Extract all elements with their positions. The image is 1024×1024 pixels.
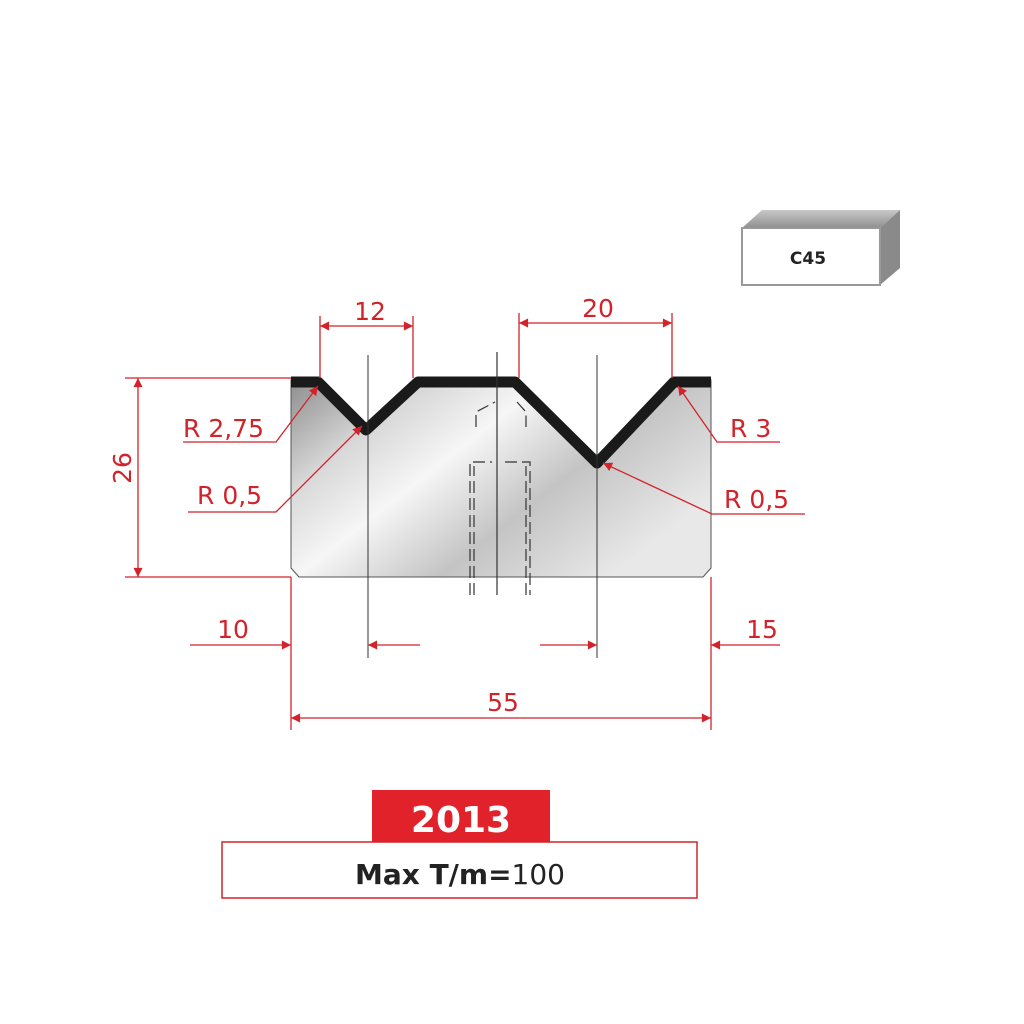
dim-12-label: 12 <box>354 297 386 326</box>
dim-10: 10 <box>190 577 420 730</box>
dim-20-label: 20 <box>582 294 614 323</box>
material-badge: C45 <box>741 210 900 286</box>
dim-15: 15 <box>540 577 780 730</box>
radius-right-bottom: R 0,5 <box>602 462 805 515</box>
material-label: C45 <box>790 249 826 269</box>
hidden-slot-lines <box>469 401 531 595</box>
material-box-front <box>741 227 881 286</box>
dim-55-label: 55 <box>487 688 519 717</box>
die-profile-edge <box>291 376 711 469</box>
radius-right-bottom-label: R 0,5 <box>724 485 789 514</box>
max-load-box <box>221 841 698 899</box>
radius-left-bottom-label: R 0,5 <box>197 481 262 510</box>
material-box-top <box>742 210 900 228</box>
dim-26-label: 26 <box>108 452 137 484</box>
dim-55: 55 <box>290 688 711 723</box>
radius-left-bottom: R 0,5 <box>188 425 363 513</box>
product-code: 2013 <box>411 800 511 841</box>
dim-26: 26 <box>108 377 291 578</box>
radius-left-shoulder: R 2,75 <box>183 385 319 443</box>
radius-right-shoulder: R 3 <box>677 385 780 443</box>
product-code-badge <box>372 790 550 842</box>
dim-15-label: 15 <box>746 615 778 644</box>
dim-10-label: 10 <box>217 615 249 644</box>
dim-12: 12 <box>319 297 414 378</box>
max-load-value: 100 <box>512 858 565 891</box>
max-load-label: Max T/m= <box>355 858 512 891</box>
radius-left-shoulder-label: R 2,75 <box>183 414 264 443</box>
dim-20: 20 <box>518 294 673 378</box>
radius-right-shoulder-label: R 3 <box>730 414 771 443</box>
material-box-side <box>880 210 900 285</box>
max-load-text: Max T/m=100 <box>355 858 565 891</box>
